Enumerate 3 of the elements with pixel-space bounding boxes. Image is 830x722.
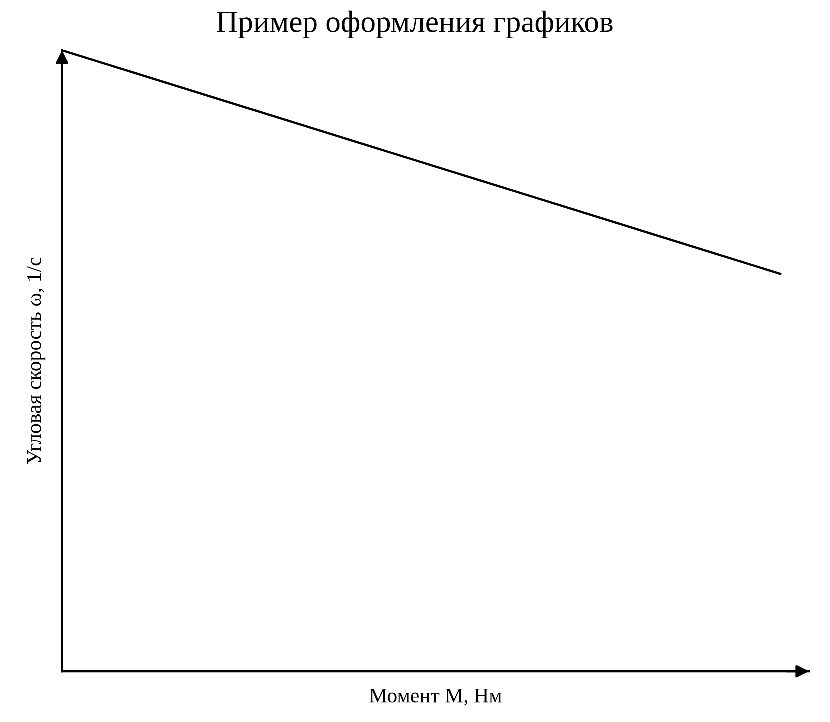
y-axis-title: Угловая скорость ω, 1/с <box>27 258 46 464</box>
chart-title: Пример оформления графиков <box>217 10 613 39</box>
x-axis-title: Момент М, Нм <box>370 688 502 706</box>
